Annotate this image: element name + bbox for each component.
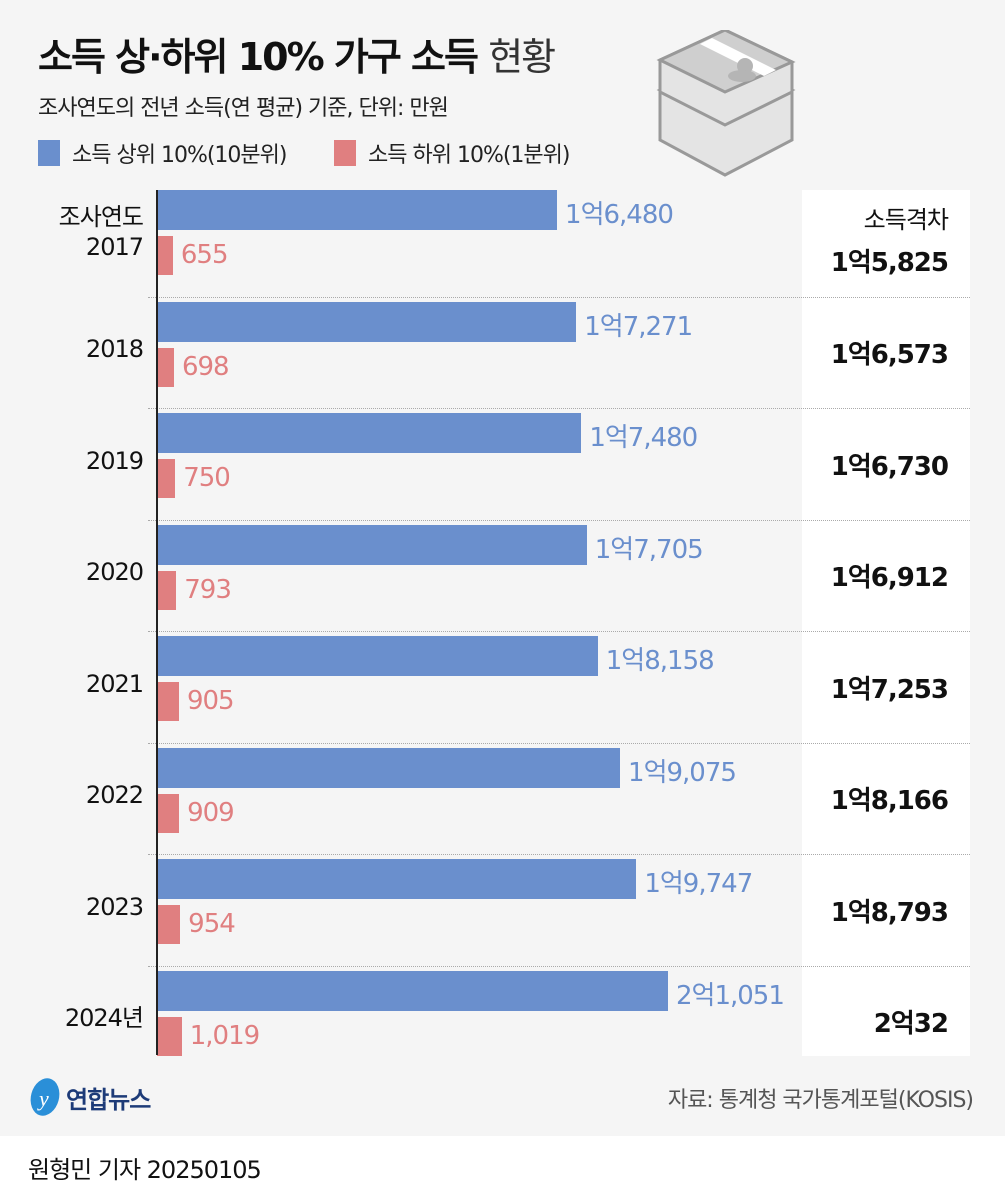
bar-bottom10 [157, 236, 173, 275]
year-text: 2023 [85, 892, 144, 921]
label-top10: 1억7,480 [589, 423, 698, 453]
label-top10: 1억7,271 [584, 311, 693, 342]
legend-swatch-red [334, 140, 356, 166]
legend-label: 소득 상위 10%(10분위) [72, 143, 287, 168]
label-top10: 2억1,051 [676, 980, 785, 1011]
chart-title: 소득 상·하위 10% 가구 소득 현황 [38, 26, 556, 81]
source-note: 자료: 통계청 국가통계포털(KOSIS) [667, 1088, 974, 1113]
label-bottom10: 655 [180, 240, 229, 270]
row-separator [148, 854, 970, 855]
gap-header: 소득격차 [863, 206, 949, 234]
bar-bottom10 [157, 459, 176, 498]
bar-top10 [157, 190, 558, 230]
gap-value: 2억32 [873, 1009, 949, 1040]
row-separator [148, 742, 970, 744]
label-top10: 1억7,705 [594, 534, 704, 565]
label-bottom10: 1,019 [189, 1020, 260, 1051]
bar-top10 [157, 970, 668, 1011]
title-bold: 소득 상·하위 10% 가구 소득 [38, 35, 479, 79]
svg-text:y: y [37, 1086, 49, 1111]
row-separator [148, 965, 970, 967]
bar-bottom10 [157, 682, 179, 721]
bar-top10 [157, 859, 637, 899]
label-top10: 1억6,480 [565, 200, 674, 230]
legend-bottom10: 소득 하위 10%(1분위) [334, 137, 570, 169]
label-bottom10: 698 [181, 351, 230, 382]
gap-value: 1억8,166 [830, 786, 949, 817]
year-text: 2018 [85, 335, 144, 364]
year-label: 2022 [85, 780, 144, 810]
bar-top10 [157, 524, 587, 565]
year-label: 2023 [85, 892, 144, 922]
year-label: 2020 [85, 557, 144, 587]
row-separator [148, 408, 970, 409]
byline: 원형민 기자 20250105 [28, 1156, 262, 1184]
year-text: 2022 [85, 781, 144, 810]
row-separator [148, 631, 970, 632]
logo-text: 연합뉴스 [66, 1085, 151, 1114]
row-separator [148, 296, 970, 298]
gap-value: 1억6,730 [830, 451, 949, 482]
label-top10: 1억9,075 [628, 757, 737, 788]
year-label: 조사연도 2017 [58, 202, 144, 262]
gap-value: 1억6,573 [830, 340, 949, 371]
gap-value: 1억6,912 [830, 563, 949, 594]
label-top10: 1억8,158 [605, 646, 715, 676]
row-separator [148, 519, 970, 521]
gap-column [802, 190, 970, 1056]
bar-bottom10 [157, 570, 177, 610]
label-bottom10: 750 [183, 463, 231, 493]
money-stack-icon [656, 30, 796, 177]
bar-bottom10 [157, 793, 180, 833]
legend-swatch-blue [38, 140, 60, 166]
yonhap-logo: y 연합뉴스 [28, 1076, 151, 1118]
legend-top10: 소득 상위 10%(10분위) [38, 137, 287, 169]
year-label: 2024년 [64, 1003, 144, 1033]
bar-top10 [157, 413, 582, 453]
year-text: 2021 [85, 669, 144, 698]
y-axis-line [156, 190, 158, 1055]
bar-top10 [157, 636, 598, 676]
label-bottom10: 954 [188, 909, 236, 939]
year-label: 2018 [85, 334, 144, 364]
gap-value: 1억7,253 [830, 674, 949, 705]
label-bottom10: 905 [186, 686, 235, 716]
year-label: 2021 [85, 669, 144, 699]
year-prefix: 조사연도 [58, 203, 144, 231]
yonhap-globe-icon: y [30, 1078, 60, 1116]
year-text: 2024년 [64, 1004, 144, 1033]
bar-bottom10 [157, 905, 181, 944]
gap-value: 1억8,793 [830, 897, 949, 928]
label-bottom10: 793 [184, 574, 232, 605]
bar-top10 [157, 301, 577, 342]
bar-top10 [157, 747, 621, 788]
year-label: 2019 [85, 446, 144, 476]
title-light: 현황 [488, 35, 556, 79]
label-top10: 1억9,747 [644, 869, 753, 899]
gap-value: 1억5,825 [830, 248, 949, 278]
bar-bottom10 [157, 1016, 182, 1056]
year-text: 2019 [85, 446, 144, 475]
legend-label: 소득 하위 10%(1분위) [368, 143, 570, 168]
chart-subtitle: 조사연도의 전년 소득(연 평균) 기준, 단위: 만원 [38, 96, 449, 121]
year-text: 2020 [85, 558, 144, 587]
bar-bottom10 [157, 347, 174, 387]
year-text: 2017 [85, 233, 144, 261]
label-bottom10: 909 [187, 797, 235, 828]
